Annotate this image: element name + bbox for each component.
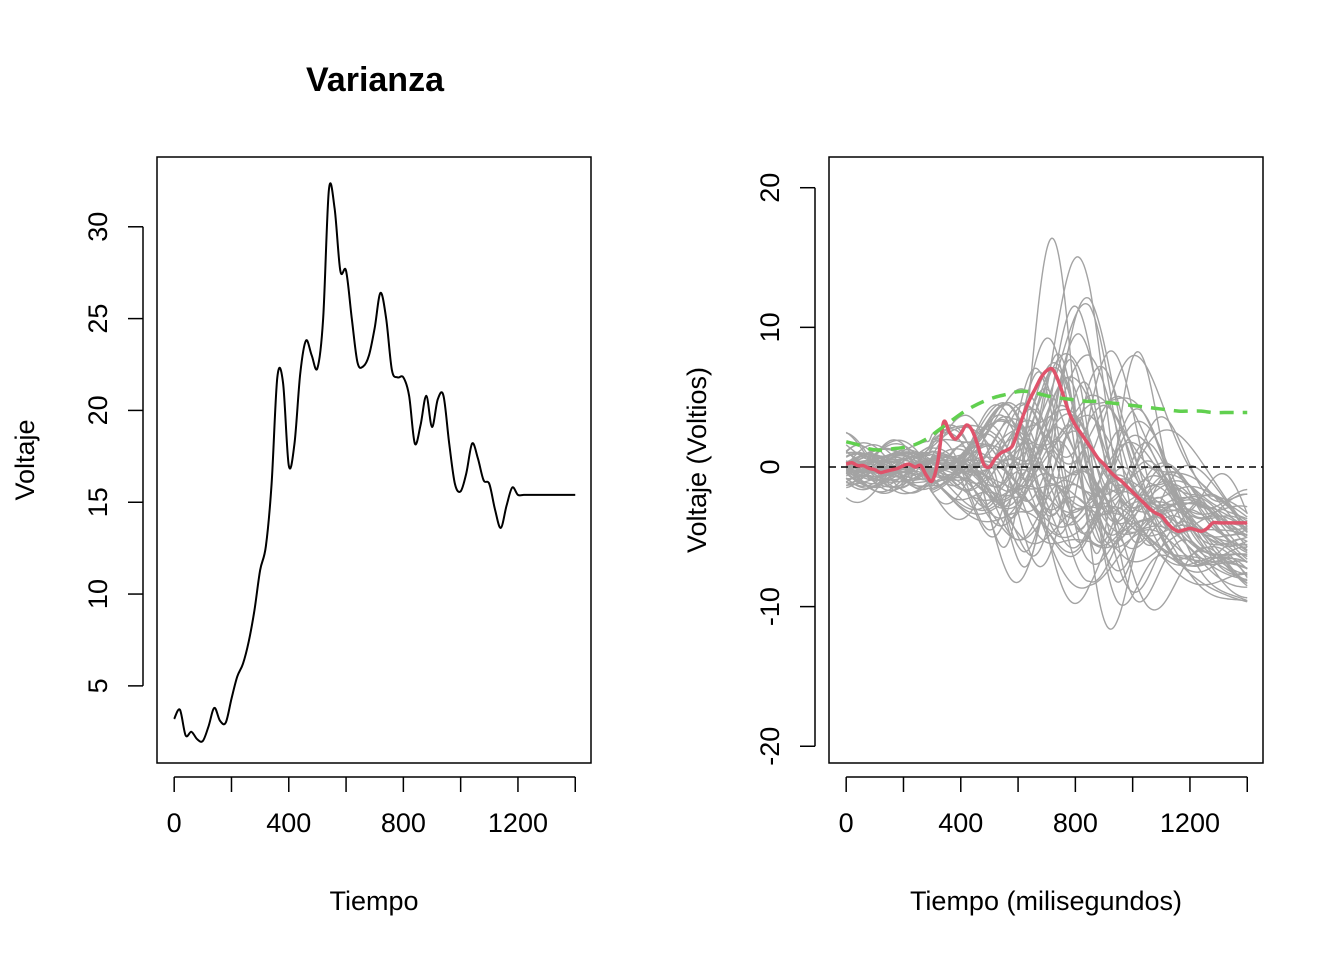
left-x-tick-label: 800 xyxy=(381,808,426,838)
right-background-curves xyxy=(845,237,1248,630)
background-curve xyxy=(845,414,1248,536)
background-curve xyxy=(845,433,1248,602)
right-series-line-0 xyxy=(845,366,1248,533)
right-x-tick-label: 800 xyxy=(1053,808,1098,838)
right-series-group xyxy=(845,366,1248,533)
background-curve xyxy=(845,353,1248,546)
right-chart: 0 400 800 1200 -20 -10 0 10 20 Tiempo (milisegu… xyxy=(682,156,1264,916)
right-x-axis-label: Tiempo (milisegundos) xyxy=(910,886,1182,916)
right-y-tick-label: 20 xyxy=(755,173,785,203)
background-curve xyxy=(845,418,1248,584)
left-series-line-0 xyxy=(173,182,576,743)
left-series-group xyxy=(173,182,576,743)
right-y-tick-label: 10 xyxy=(755,312,785,342)
right-y-tick-label: -20 xyxy=(755,727,785,766)
right-y-tick-label: -10 xyxy=(755,587,785,626)
left-y-tick-label: 15 xyxy=(83,487,113,517)
right-series-line-1 xyxy=(845,389,1248,452)
right-y-axis: -20 -10 0 10 20 xyxy=(755,173,816,766)
left-plot-frame xyxy=(156,156,592,764)
right-y-axis-label: Voltaje (Voltios) xyxy=(682,367,712,553)
left-y-tick-label: 25 xyxy=(83,304,113,334)
background-curve xyxy=(846,453,1248,563)
right-y-tick-label: 0 xyxy=(755,459,785,474)
left-x-tick-label: 1200 xyxy=(488,808,548,838)
left-x-axis: 0 400 800 1200 xyxy=(167,776,576,838)
background-curve xyxy=(846,443,1248,568)
left-y-tick-label: 10 xyxy=(83,579,113,609)
right-plot-frame xyxy=(828,156,1264,764)
right-x-tick-label: 1200 xyxy=(1160,808,1220,838)
left-x-tick-label: 0 xyxy=(167,808,182,838)
background-curve xyxy=(845,367,1248,534)
left-y-tick-label: 20 xyxy=(83,395,113,425)
left-y-tick-label: 30 xyxy=(83,212,113,242)
left-y-axis-label: Voltaje xyxy=(10,419,40,500)
right-x-axis: 0 400 800 1200 xyxy=(839,776,1248,838)
left-y-tick-label: 5 xyxy=(83,678,113,693)
background-curve xyxy=(846,403,1248,536)
right-x-tick-label: 400 xyxy=(938,808,983,838)
background-curve xyxy=(845,337,1248,544)
background-curve xyxy=(846,459,1248,570)
background-curve xyxy=(845,466,1248,567)
right-x-tick-label: 0 xyxy=(839,808,854,838)
left-x-tick-label: 400 xyxy=(266,808,311,838)
left-chart-title: Varianza xyxy=(306,61,445,99)
background-curve xyxy=(845,426,1248,569)
left-y-axis: 5 10 15 20 25 30 xyxy=(83,212,144,693)
left-x-axis-label: Tiempo xyxy=(329,886,418,916)
